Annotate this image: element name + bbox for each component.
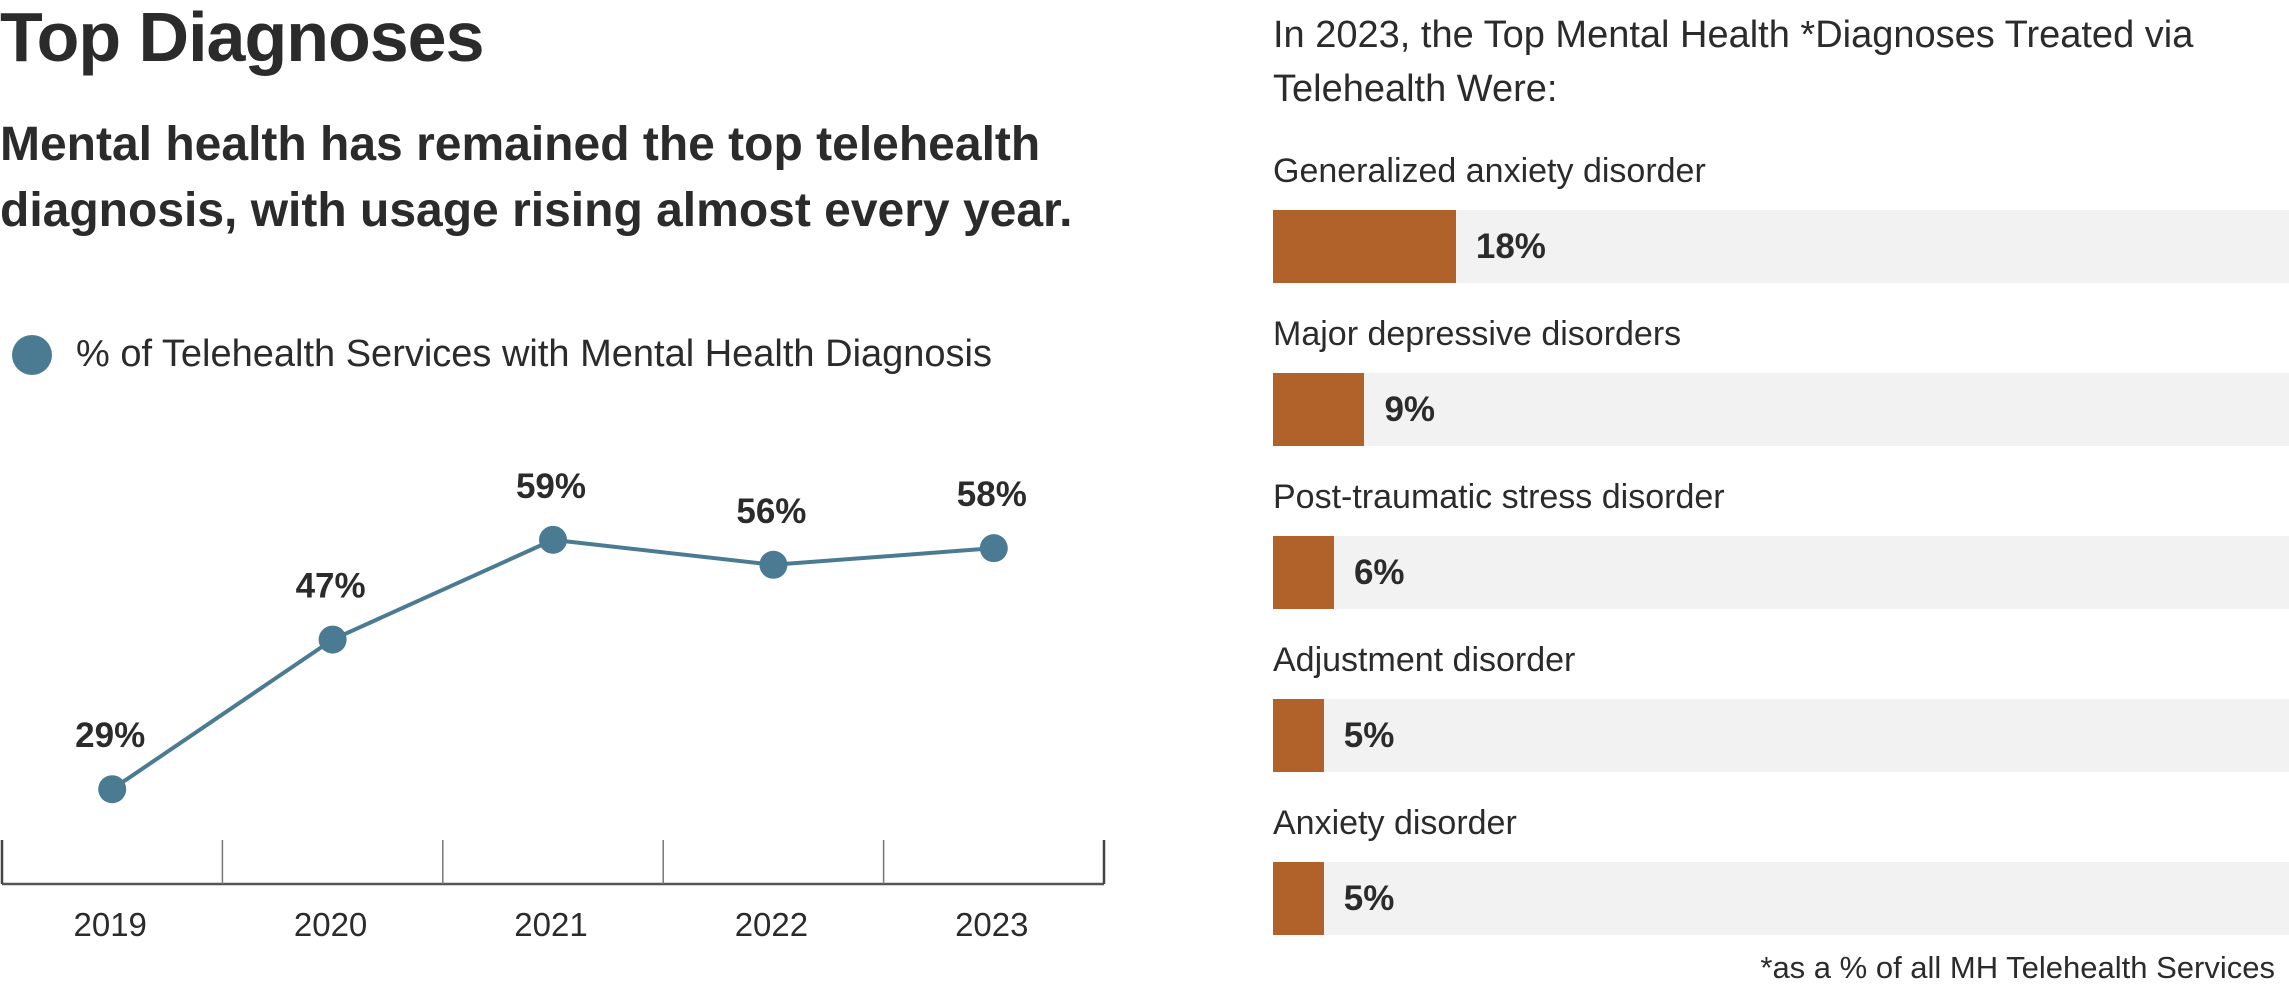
data-label: 58% [957, 475, 1027, 514]
bar-row: Adjustment disorder 5% [1273, 637, 2289, 800]
bar-row: Anxiety disorder 5% [1273, 800, 2289, 963]
legend-label: % of Telehealth Services with Mental Hea… [76, 333, 992, 375]
data-labels: 29% 47% 59% 56% 58% [75, 467, 1027, 755]
bar-chart-title: In 2023, the Top Mental Health *Diagnose… [1273, 14, 2194, 110]
bar-value-label: 6% [1353, 553, 1405, 592]
x-axis [0, 840, 1106, 886]
bar-value-label: 5% [1343, 879, 1395, 918]
bar-fill [1273, 536, 1334, 609]
x-tick-label: 2021 [514, 906, 587, 943]
series-line-layer [111, 537, 994, 791]
line-chart-legend: % of Telehealth Services with Mental Hea… [12, 333, 992, 376]
bar-row: Generalized anxiety disorder 18% [1273, 148, 2289, 311]
data-points [98, 525, 1008, 804]
data-point [759, 550, 788, 579]
bar-chart: Generalized anxiety disorder 18% Major dep… [1273, 148, 2289, 963]
bar-fill [1273, 373, 1365, 446]
series-line [111, 537, 994, 791]
bar-category-label: Adjustment disorder [1273, 641, 1576, 679]
bar-track: 5% [1273, 699, 2289, 772]
bar-row: Post-traumatic stress disorder 6% [1273, 474, 2289, 637]
line-chart: 29% 47% 59% 56% 58% 2019 2020 2021 2022 2023 [0, 467, 1106, 943]
bar-track: 18% [1273, 210, 2289, 283]
x-tick-label: 2022 [735, 906, 808, 943]
bar-category-label: Major depressive disorders [1273, 315, 1682, 353]
bar-value-label: 9% [1384, 390, 1436, 429]
data-label: 47% [296, 567, 366, 606]
data-label: 56% [736, 492, 806, 531]
x-tick-label: 2023 [955, 906, 1028, 943]
x-tick-label: 2020 [294, 906, 367, 943]
x-tick-labels: 2019 2020 2021 2022 2023 [73, 906, 1028, 943]
data-point [98, 775, 127, 804]
footnote: *as a % of all MH Telehealth Services [1760, 950, 2275, 985]
bar-fill [1273, 862, 1324, 935]
data-label: 59% [516, 467, 586, 506]
bar-value-label: 5% [1343, 716, 1395, 755]
bar-track: 5% [1273, 862, 2289, 935]
bar-category-label: Generalized anxiety disorder [1273, 152, 1706, 190]
legend-dot-icon [12, 334, 52, 375]
bar-track: 9% [1273, 373, 2289, 446]
x-tick-label: 2019 [73, 906, 146, 943]
page-title: Top Diagnoses [0, 0, 485, 76]
bar-value-label: 18% [1475, 227, 1546, 266]
data-point [979, 534, 1008, 563]
bar-track: 6% [1273, 536, 2289, 609]
bar-fill [1273, 210, 1456, 283]
data-point [318, 625, 347, 654]
page-subtitle: Mental health has remained the top teleh… [0, 118, 1073, 237]
data-label: 29% [75, 716, 145, 755]
bar-row: Major depressive disorders 9% [1273, 311, 2289, 474]
bar-category-label: Post-traumatic stress disorder [1273, 478, 1725, 516]
bar-fill [1273, 699, 1324, 772]
data-point [539, 525, 567, 554]
bar-category-label: Anxiety disorder [1273, 804, 1517, 842]
